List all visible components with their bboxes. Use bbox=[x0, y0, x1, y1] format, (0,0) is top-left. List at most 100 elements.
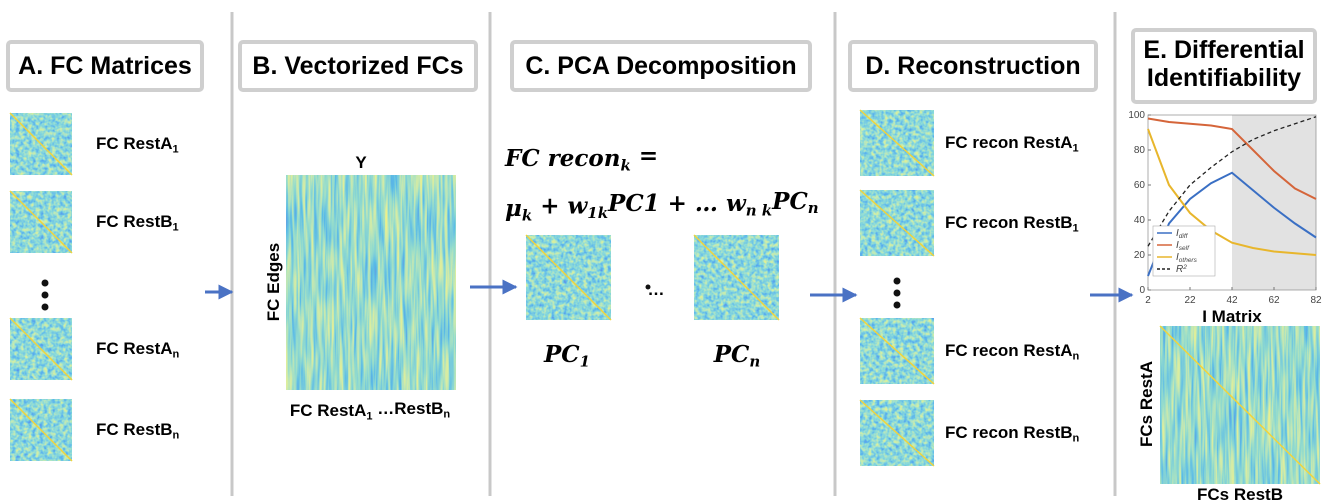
matrix-title: Y bbox=[355, 153, 367, 172]
subscript: 1 bbox=[1073, 142, 1079, 154]
dot bbox=[41, 291, 49, 299]
dot bbox=[893, 289, 901, 297]
dot bbox=[893, 301, 901, 309]
subscript: 1 bbox=[580, 352, 590, 370]
matrix-diagonal bbox=[9, 190, 73, 254]
matrix-label: FC recon RestB1​ bbox=[945, 213, 1079, 234]
text-part: FC RestB bbox=[96, 420, 173, 439]
component-label: PCn​ bbox=[713, 341, 760, 370]
matrix-diagonal bbox=[9, 112, 73, 176]
text-part: FC recon RestA bbox=[945, 341, 1073, 360]
text-part: PC1 + … w bbox=[607, 190, 747, 217]
header-box bbox=[238, 40, 478, 92]
subscript: n bbox=[1073, 350, 1080, 362]
x-tick-label: 62 bbox=[1268, 295, 1280, 306]
text-part: FC recon RestB bbox=[945, 423, 1073, 442]
header-box bbox=[510, 40, 812, 92]
matrix-diagonal bbox=[525, 234, 612, 321]
formula-line: μk​ + w1k​PC1 + … wn k​PCn​ bbox=[505, 188, 819, 225]
series-line bbox=[1147, 128, 1317, 256]
dot bbox=[645, 284, 651, 290]
header-boxes bbox=[6, 28, 1317, 104]
arrows bbox=[205, 279, 1134, 303]
text-part: PC bbox=[771, 188, 808, 215]
dot bbox=[41, 303, 49, 311]
matrix-label: FC RestAn​ bbox=[96, 339, 180, 360]
text-part: PC bbox=[543, 341, 580, 368]
matrix-title: I Matrix bbox=[1202, 307, 1262, 326]
matrix-diagonal bbox=[9, 398, 73, 462]
matrix-diagonal bbox=[693, 234, 780, 321]
text-part: FC RestA bbox=[96, 134, 173, 153]
subscript: k bbox=[620, 156, 630, 174]
text-part: I bbox=[1176, 228, 1179, 239]
matrix-image bbox=[286, 175, 456, 390]
formula-line: FC reconk​ = bbox=[504, 143, 658, 175]
matrix-label: FC recon RestA1​ bbox=[945, 133, 1079, 154]
panel-title: Identifiability bbox=[1147, 64, 1301, 92]
subscript: n bbox=[443, 409, 450, 421]
y-tick-label: 40 bbox=[1134, 215, 1146, 226]
text-part: FC RestA bbox=[290, 401, 367, 420]
dots bbox=[41, 277, 901, 311]
series-line bbox=[1147, 117, 1317, 200]
subscript: 1 bbox=[173, 143, 179, 155]
text-part: …RestB bbox=[373, 399, 444, 418]
subscript: n bbox=[808, 199, 819, 217]
legend-label: Idiff​ bbox=[1176, 228, 1189, 240]
y-tick-label: 80 bbox=[1134, 145, 1146, 156]
subscript: others bbox=[1179, 257, 1198, 264]
subscript: 1 bbox=[1073, 222, 1079, 234]
subscript: n bbox=[173, 348, 180, 360]
matrix-diagonal bbox=[859, 399, 935, 467]
subscript: n bbox=[1073, 432, 1080, 444]
legend-label: Iothers​ bbox=[1176, 252, 1198, 264]
matrix-diagonal bbox=[9, 317, 73, 381]
dot bbox=[893, 277, 901, 285]
matrix-label: FC recon RestBn​ bbox=[945, 423, 1080, 444]
axis-label: FC Edges bbox=[264, 243, 283, 321]
subscript: n bbox=[749, 352, 760, 370]
matrix-label: FC RestB1​ bbox=[96, 212, 179, 233]
subscript: k bbox=[522, 206, 532, 224]
axis-label: FCs RestA bbox=[1137, 361, 1156, 447]
matrix-diagonal bbox=[1159, 325, 1321, 485]
panel-title: E. Differential bbox=[1143, 36, 1304, 64]
text-part: PC bbox=[713, 341, 750, 368]
text-part: I bbox=[1176, 252, 1179, 263]
matrix-diagonal bbox=[859, 317, 935, 385]
y-tick-label: 60 bbox=[1134, 180, 1146, 191]
text-part: FC recon RestA bbox=[945, 133, 1073, 152]
panel-title: C. PCA Decomposition bbox=[525, 52, 796, 80]
header-box bbox=[1131, 28, 1317, 104]
subscript: 1 bbox=[173, 221, 179, 233]
matrix-diagonal bbox=[859, 109, 935, 177]
axis-label: FC RestA1​ …RestBn​ bbox=[290, 399, 451, 422]
text-part: R bbox=[1176, 264, 1183, 275]
legend-label: R2​ bbox=[1176, 264, 1187, 275]
subscript: 1k bbox=[587, 204, 608, 222]
matrix-label: FC recon RestAn​ bbox=[945, 341, 1080, 362]
text-part: I bbox=[1176, 240, 1179, 251]
header-box bbox=[848, 40, 1098, 92]
subscript: n k bbox=[746, 202, 772, 220]
superscript: 2 bbox=[1182, 264, 1187, 271]
panel-title: D. Reconstruction bbox=[865, 52, 1080, 80]
text-part: FC RestB bbox=[96, 212, 173, 231]
axis-label: FCs RestB bbox=[1197, 485, 1283, 504]
subscript: 1 bbox=[366, 410, 372, 422]
component-label: PC1​ bbox=[543, 341, 590, 370]
x-tick-label: 82 bbox=[1310, 295, 1322, 306]
text-part: FC RestA bbox=[96, 339, 173, 358]
subscript: n bbox=[173, 429, 180, 441]
subscript: self bbox=[1179, 245, 1190, 252]
panel-title: A. FC Matrices bbox=[18, 52, 192, 80]
series-line bbox=[1147, 116, 1317, 247]
text-part: FC recon RestB bbox=[945, 213, 1073, 232]
y-tick-label: 0 bbox=[1139, 285, 1145, 296]
matrix-label: FC RestA1​ bbox=[96, 134, 179, 155]
x-tick-label: 2 bbox=[1145, 295, 1151, 306]
dividers bbox=[230, 12, 1117, 496]
text-part: FC recon bbox=[504, 145, 620, 172]
